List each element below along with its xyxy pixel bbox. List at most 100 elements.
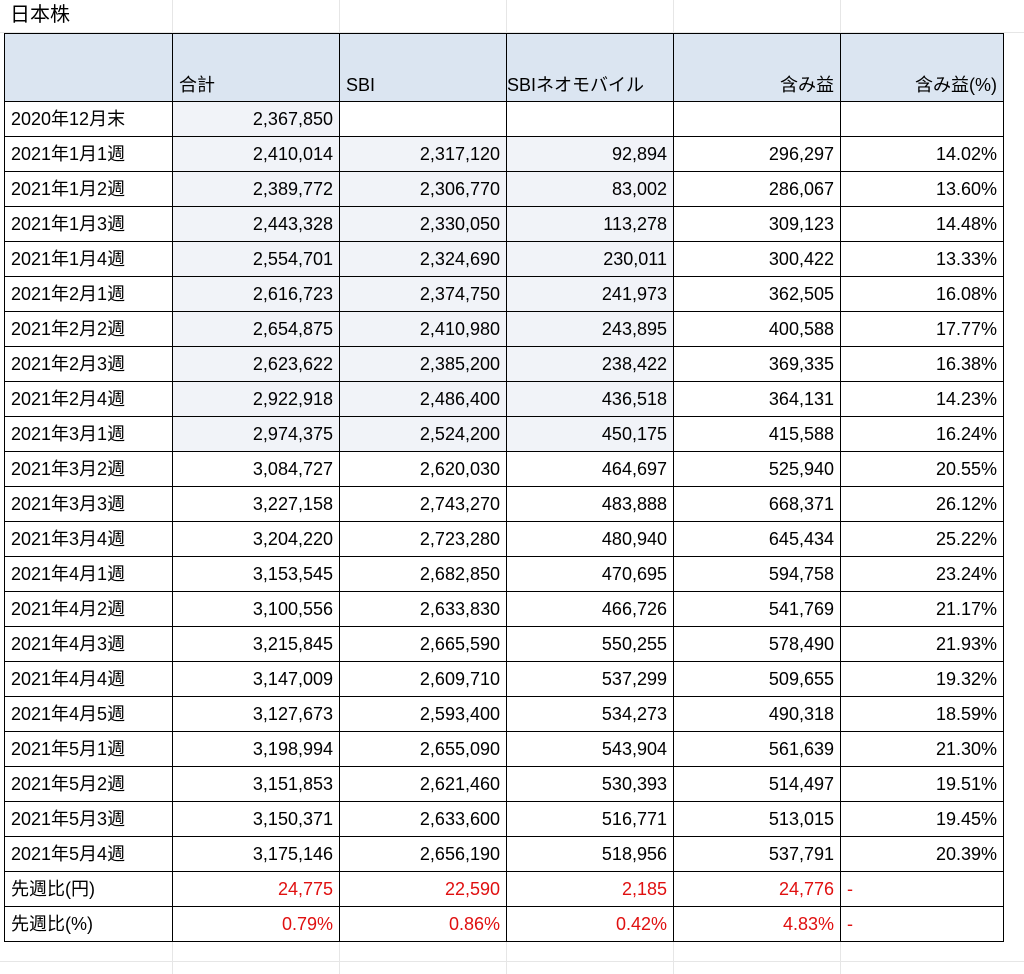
value-cell[interactable]: 2,654,875: [172, 311, 340, 347]
value-cell[interactable]: 3,175,146: [172, 836, 340, 872]
value-cell[interactable]: 20.55%: [840, 451, 1004, 487]
row-label-cell[interactable]: 2021年5月2週: [4, 766, 173, 802]
value-cell[interactable]: 369,335: [673, 346, 841, 382]
value-cell[interactable]: 14.48%: [840, 206, 1004, 242]
value-cell[interactable]: 668,371: [673, 486, 841, 522]
value-cell[interactable]: 2,922,918: [172, 381, 340, 417]
column-header[interactable]: 含み益(%): [840, 33, 1004, 102]
value-cell[interactable]: 466,726: [506, 591, 674, 627]
value-cell[interactable]: 16.08%: [840, 276, 1004, 312]
value-cell[interactable]: 450,175: [506, 416, 674, 452]
value-cell[interactable]: 2,389,772: [172, 171, 340, 207]
value-cell[interactable]: 25.22%: [840, 521, 1004, 557]
summary-value-cell[interactable]: 0.42%: [506, 906, 674, 942]
value-cell[interactable]: 230,011: [506, 241, 674, 277]
value-cell[interactable]: [339, 101, 507, 137]
row-label-cell[interactable]: 2021年1月3週: [4, 206, 173, 242]
value-cell[interactable]: [506, 101, 674, 137]
row-label-cell[interactable]: 2021年2月1週: [4, 276, 173, 312]
value-cell[interactable]: 13.60%: [840, 171, 1004, 207]
value-cell[interactable]: 13.33%: [840, 241, 1004, 277]
summary-value-cell[interactable]: 24,775: [172, 871, 340, 907]
value-cell[interactable]: 2,723,280: [339, 521, 507, 557]
value-cell[interactable]: 436,518: [506, 381, 674, 417]
value-cell[interactable]: 3,153,545: [172, 556, 340, 592]
value-cell[interactable]: 645,434: [673, 521, 841, 557]
column-header[interactable]: SBIネオモバイル: [506, 33, 674, 102]
value-cell[interactable]: 26.12%: [840, 486, 1004, 522]
value-cell[interactable]: 19.51%: [840, 766, 1004, 802]
row-label-cell[interactable]: 2021年5月1週: [4, 731, 173, 767]
row-label-cell[interactable]: 2021年1月4週: [4, 241, 173, 277]
value-cell[interactable]: 2,633,830: [339, 591, 507, 627]
value-cell[interactable]: 3,127,673: [172, 696, 340, 732]
value-cell[interactable]: 309,123: [673, 206, 841, 242]
value-cell[interactable]: 509,655: [673, 661, 841, 697]
value-cell[interactable]: 16.38%: [840, 346, 1004, 382]
row-label-cell[interactable]: 2021年4月3週: [4, 626, 173, 662]
row-label-cell[interactable]: 2021年1月1週: [4, 136, 173, 172]
value-cell[interactable]: 2,974,375: [172, 416, 340, 452]
value-cell[interactable]: 16.24%: [840, 416, 1004, 452]
value-cell[interactable]: 525,940: [673, 451, 841, 487]
value-cell[interactable]: [840, 101, 1004, 137]
value-cell[interactable]: 470,695: [506, 556, 674, 592]
summary-value-cell[interactable]: 24,776: [673, 871, 841, 907]
value-cell[interactable]: 17.77%: [840, 311, 1004, 347]
summary-dash-cell[interactable]: -: [840, 906, 1004, 942]
value-cell[interactable]: 14.23%: [840, 381, 1004, 417]
value-cell[interactable]: 530,393: [506, 766, 674, 802]
value-cell[interactable]: 2,374,750: [339, 276, 507, 312]
value-cell[interactable]: 362,505: [673, 276, 841, 312]
value-cell[interactable]: 2,330,050: [339, 206, 507, 242]
value-cell[interactable]: 543,904: [506, 731, 674, 767]
value-cell[interactable]: 83,002: [506, 171, 674, 207]
value-cell[interactable]: 300,422: [673, 241, 841, 277]
row-label-cell[interactable]: 2021年2月2週: [4, 311, 173, 347]
column-header[interactable]: [4, 33, 173, 102]
value-cell[interactable]: 2,306,770: [339, 171, 507, 207]
row-label-cell[interactable]: 2020年12月末: [4, 101, 173, 137]
value-cell[interactable]: 464,697: [506, 451, 674, 487]
summary-dash-cell[interactable]: -: [840, 871, 1004, 907]
row-label-cell[interactable]: 2021年3月2週: [4, 451, 173, 487]
value-cell[interactable]: 296,297: [673, 136, 841, 172]
value-cell[interactable]: 3,150,371: [172, 801, 340, 837]
summary-label-cell[interactable]: 先週比(円): [4, 871, 173, 907]
value-cell[interactable]: 286,067: [673, 171, 841, 207]
value-cell[interactable]: 21.30%: [840, 731, 1004, 767]
row-label-cell[interactable]: 2021年4月1週: [4, 556, 173, 592]
row-label-cell[interactable]: 2021年3月4週: [4, 521, 173, 557]
value-cell[interactable]: 2,616,723: [172, 276, 340, 312]
value-cell[interactable]: 400,588: [673, 311, 841, 347]
value-cell[interactable]: 2,743,270: [339, 486, 507, 522]
value-cell[interactable]: 3,198,994: [172, 731, 340, 767]
row-label-cell[interactable]: 2021年4月5週: [4, 696, 173, 732]
value-cell[interactable]: 513,015: [673, 801, 841, 837]
value-cell[interactable]: 594,758: [673, 556, 841, 592]
summary-value-cell[interactable]: 0.86%: [339, 906, 507, 942]
value-cell[interactable]: 2,656,190: [339, 836, 507, 872]
value-cell[interactable]: 2,593,400: [339, 696, 507, 732]
value-cell[interactable]: 2,486,400: [339, 381, 507, 417]
row-label-cell[interactable]: 2021年4月4週: [4, 661, 173, 697]
row-label-cell[interactable]: 2021年4月2週: [4, 591, 173, 627]
value-cell[interactable]: 2,623,622: [172, 346, 340, 382]
value-cell[interactable]: 561,639: [673, 731, 841, 767]
value-cell[interactable]: 3,100,556: [172, 591, 340, 627]
summary-label-cell[interactable]: 先週比(%): [4, 906, 173, 942]
value-cell[interactable]: 14.02%: [840, 136, 1004, 172]
value-cell[interactable]: 3,227,158: [172, 486, 340, 522]
value-cell[interactable]: 480,940: [506, 521, 674, 557]
value-cell[interactable]: 2,317,120: [339, 136, 507, 172]
row-label-cell[interactable]: 2021年5月3週: [4, 801, 173, 837]
value-cell[interactable]: 2,385,200: [339, 346, 507, 382]
column-header[interactable]: 合計: [172, 33, 340, 102]
column-header[interactable]: SBI: [339, 33, 507, 102]
row-label-cell[interactable]: 2021年2月3週: [4, 346, 173, 382]
value-cell[interactable]: 3,147,009: [172, 661, 340, 697]
value-cell[interactable]: 2,633,600: [339, 801, 507, 837]
summary-value-cell[interactable]: 4.83%: [673, 906, 841, 942]
value-cell[interactable]: 541,769: [673, 591, 841, 627]
value-cell[interactable]: 2,620,030: [339, 451, 507, 487]
